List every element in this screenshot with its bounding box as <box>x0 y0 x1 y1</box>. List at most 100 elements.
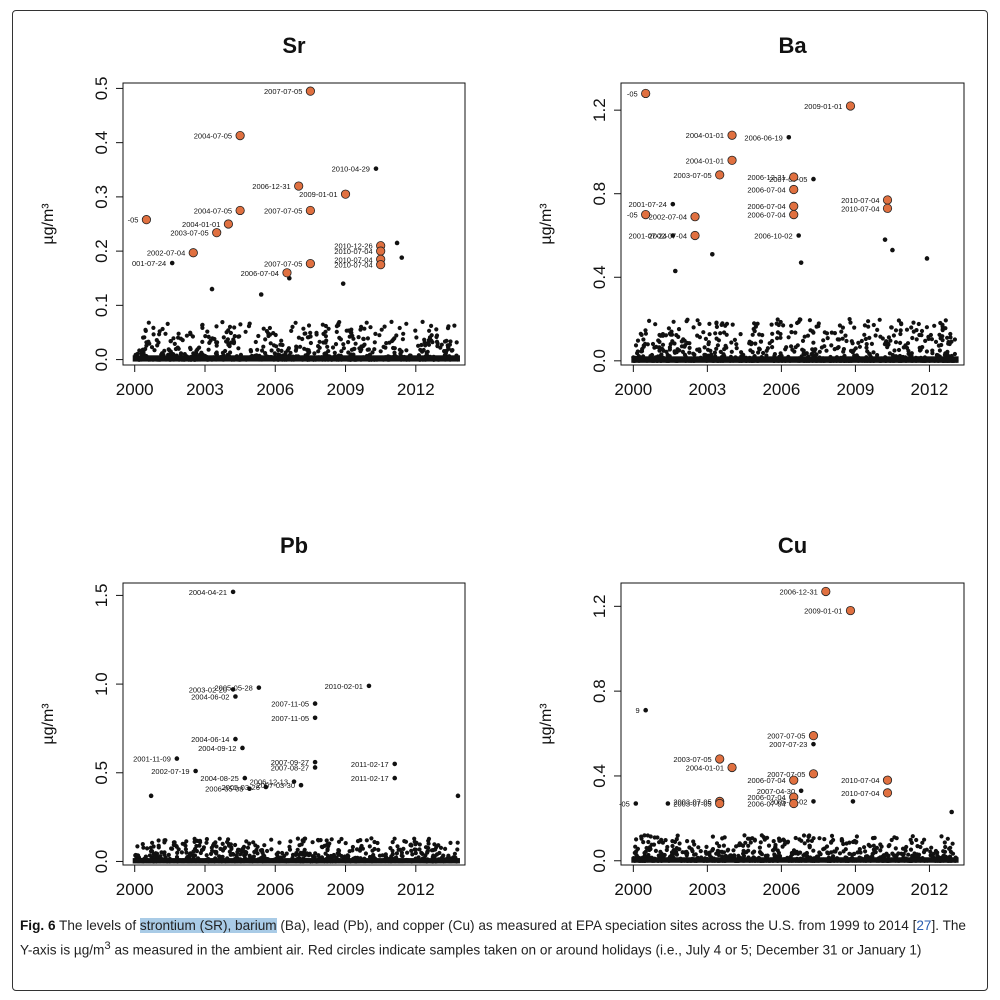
panel-sr: Sr µg/m³ 0.0 0.1 0.2 0.3 0.4 0.5 2000 2003 2006 200… <box>40 33 466 399</box>
holiday-point <box>882 195 893 205</box>
sample-point <box>314 330 319 335</box>
sample-point <box>707 321 712 326</box>
sample-point <box>837 323 843 328</box>
sample-point <box>677 841 682 846</box>
sample-point <box>247 853 252 858</box>
sample-point <box>209 845 214 850</box>
caption-reference-link[interactable]: 27 <box>916 918 932 933</box>
sample-point <box>389 319 394 324</box>
outlier-point <box>672 268 678 274</box>
sample-point <box>864 345 869 350</box>
sample-point <box>684 319 689 324</box>
sample-point <box>151 844 156 849</box>
sample-point <box>341 342 346 347</box>
sample-point <box>308 334 313 339</box>
sample-point <box>431 853 436 858</box>
sample-point <box>293 852 298 858</box>
point-label: 2007-03-30 <box>257 781 295 790</box>
point-label: 2010-07-04 <box>334 255 372 264</box>
sample-point <box>719 322 724 327</box>
sample-point <box>697 321 702 327</box>
sample-point <box>656 338 661 343</box>
sample-point <box>924 847 929 852</box>
point-label: -05 <box>627 89 638 98</box>
sample-point <box>217 854 222 859</box>
sample-point <box>843 333 848 338</box>
point-label: 2004-01-01 <box>686 156 724 165</box>
y-tick-label: 0.0 <box>590 349 609 373</box>
sample-point <box>427 328 432 333</box>
sample-point <box>156 838 161 843</box>
holiday-point <box>882 788 893 798</box>
sample-point <box>643 328 648 333</box>
sample-point <box>290 324 295 329</box>
x-tick-label: 2012 <box>911 880 949 899</box>
sample-point <box>709 352 714 357</box>
sample-point <box>835 337 840 342</box>
sample-point <box>890 851 895 856</box>
sample-point <box>825 336 830 341</box>
sample-point <box>653 322 658 327</box>
sample-point <box>652 835 657 840</box>
sample-point <box>190 334 195 339</box>
point-label: 2004-07-05 <box>194 132 232 141</box>
sample-point <box>397 847 403 852</box>
sample-point <box>692 852 697 857</box>
sample-point <box>839 329 844 334</box>
sample-point <box>898 331 903 337</box>
sample-point <box>365 347 370 352</box>
sample-point <box>296 852 301 858</box>
sample-point <box>952 337 958 342</box>
holiday-point <box>376 260 386 270</box>
sample-point <box>333 342 339 347</box>
x-tick-label: 2006 <box>256 880 294 899</box>
sample-point <box>238 322 243 327</box>
sample-point <box>236 847 241 852</box>
sample-point <box>323 851 328 856</box>
sample-point <box>853 840 859 845</box>
sample-point <box>829 330 834 335</box>
sample-point <box>824 348 829 353</box>
holiday-point <box>282 268 292 278</box>
outlier-point <box>312 701 318 706</box>
sample-point <box>639 836 644 841</box>
sample-point <box>687 350 692 355</box>
holiday-point <box>141 215 152 225</box>
sample-point <box>832 347 837 352</box>
sample-point <box>854 834 860 839</box>
sample-point <box>829 840 834 845</box>
point-label: 2010-04-29 <box>332 165 370 174</box>
outlier-point <box>924 256 930 261</box>
sample-point <box>418 347 423 352</box>
holiday-point <box>821 586 831 597</box>
sample-point <box>379 327 384 332</box>
sample-point <box>152 348 157 353</box>
figure-frame: Sr µg/m³ 0.0 0.1 0.2 0.3 0.4 0.5 2000 2003 2006 200… <box>12 10 988 991</box>
sample-point <box>748 348 753 353</box>
sample-point <box>383 345 388 350</box>
sample-point <box>868 844 873 849</box>
sample-point <box>939 342 944 348</box>
sample-point <box>885 345 890 350</box>
outlier-point <box>399 255 405 260</box>
holiday-point <box>235 131 245 141</box>
sample-point <box>805 838 811 843</box>
sample-point <box>410 852 415 857</box>
sample-point <box>865 349 870 354</box>
sample-point <box>327 841 332 846</box>
sample-point <box>905 341 911 346</box>
sample-point <box>341 346 346 351</box>
sample-point <box>878 334 883 339</box>
sample-point <box>942 352 948 358</box>
sample-point <box>187 852 192 857</box>
point-label: 2009-01-01 <box>804 102 842 111</box>
sample-point <box>383 852 388 857</box>
sample-point <box>645 833 650 838</box>
sample-point <box>325 344 330 349</box>
sample-point <box>300 336 305 342</box>
outlier-point <box>340 281 346 286</box>
background-points <box>132 836 460 864</box>
sample-point <box>757 346 762 351</box>
sample-point <box>347 849 352 854</box>
sample-point <box>940 338 945 343</box>
